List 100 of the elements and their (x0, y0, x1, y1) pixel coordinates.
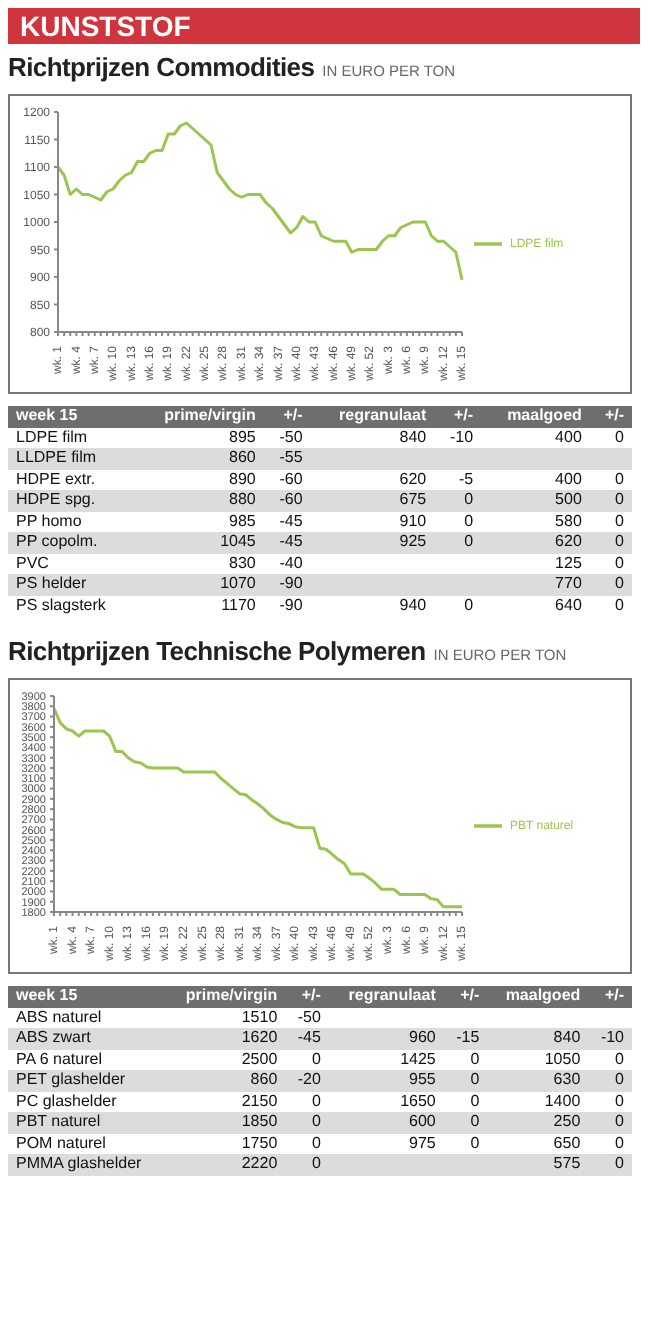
chart-title: Richtprijzen Commodities (8, 52, 315, 82)
text: week 15 (14, 406, 80, 427)
data-label: 0 (468, 1049, 482, 1070)
category-label: HDPE spg. (14, 490, 98, 511)
data-label: 0 (613, 427, 626, 448)
data-label: 2500 (239, 1049, 280, 1070)
data-label: 975 (407, 1133, 438, 1154)
data-label: 0 (613, 1091, 626, 1112)
data-label: 0 (309, 1091, 323, 1112)
data-label: 125 (553, 553, 584, 574)
data-label: 880 (227, 490, 258, 511)
category-label: PVC (14, 553, 51, 574)
text: +/- (602, 406, 626, 427)
text: +/- (602, 986, 626, 1007)
data-label: 0 (613, 511, 626, 532)
text: +/- (299, 986, 323, 1007)
category-label: PC glashelder (14, 1091, 119, 1112)
data-label: 2220 (239, 1154, 280, 1175)
data-label: 1170 (219, 595, 258, 616)
data-label: 0 (309, 1049, 323, 1070)
category-label: HDPE extr. (14, 469, 98, 490)
data-label: 0 (468, 1112, 482, 1133)
data-label: 650 (551, 1133, 583, 1154)
data-label: 770 (553, 574, 584, 595)
data-label: 0 (613, 532, 626, 553)
data-label: 860 (227, 448, 258, 469)
text: regranulaat (337, 406, 429, 427)
category-label: LLDPE film (14, 448, 99, 469)
data-label: 1510 (239, 1007, 280, 1028)
line-series (56, 121, 464, 282)
data-label: 0 (462, 595, 476, 616)
data-label: 1045 (218, 532, 258, 553)
data-label: 640 (553, 595, 584, 616)
data-label: -10 (598, 1028, 626, 1049)
data-label: -50 (277, 427, 305, 448)
data-label: 0 (309, 1154, 323, 1175)
data-label: -50 (295, 1007, 323, 1028)
data-label: 0 (613, 1070, 626, 1091)
data-label: 600 (407, 1112, 438, 1133)
data-label: 0 (462, 490, 476, 511)
category-label: PBT naturel (14, 1112, 103, 1133)
data-label: 1620 (239, 1028, 280, 1049)
data-label: 0 (462, 511, 476, 532)
data-label: 840 (397, 427, 429, 448)
text: +/- (458, 986, 482, 1007)
category-label: PA 6 naturel (14, 1049, 104, 1070)
data-label: -20 (295, 1070, 323, 1091)
data-label: 860 (248, 1070, 280, 1091)
data-label: 985 (227, 511, 258, 532)
category-label: POM naturel (14, 1133, 108, 1154)
data-label: -40 (277, 553, 305, 574)
category-label: PMMA glashelder (14, 1154, 144, 1175)
data-label: 0 (468, 1091, 482, 1112)
data-label: 1400 (542, 1091, 583, 1112)
category-label: PS helder (14, 574, 89, 595)
category-label: PS slagsterk (14, 595, 108, 616)
category-label: PP homo (14, 511, 84, 532)
data-label: 840 (551, 1028, 583, 1049)
text: maalgoed (503, 986, 583, 1007)
data-label: 0 (468, 1133, 482, 1154)
data-label: 0 (468, 1070, 482, 1091)
data-label: 0 (613, 574, 626, 595)
data-label: 0 (613, 1112, 626, 1133)
category-label: PP copolm. (14, 532, 100, 553)
category-label: PET glashelder (14, 1070, 128, 1091)
category-label: ABS naturel (14, 1007, 104, 1028)
text: week 15 (14, 986, 80, 1007)
text: KUNSTSTOF (8, 8, 640, 44)
data-label: 890 (227, 469, 258, 490)
data-label: -45 (277, 532, 305, 553)
data-label: 1425 (398, 1049, 438, 1070)
text: +/- (281, 406, 305, 427)
data-label: 0 (613, 1154, 626, 1175)
data-label: 960 (407, 1028, 438, 1049)
data-label: 0 (613, 1133, 626, 1154)
data-label: 940 (397, 595, 429, 616)
data-label: 0 (309, 1112, 323, 1133)
data-label: -60 (277, 490, 305, 511)
data-label: -5 (456, 469, 476, 490)
category-label: LDPE film (14, 427, 90, 448)
data-label: 1070 (218, 574, 258, 595)
data-label: 0 (613, 1049, 626, 1070)
data-label: 955 (407, 1070, 438, 1091)
data-label: -45 (295, 1028, 323, 1049)
category-label: ABS zwart (14, 1028, 93, 1049)
data-label: 0 (613, 469, 626, 490)
data-label: 2150 (239, 1091, 280, 1112)
data-label: 0 (613, 595, 626, 616)
data-label: 400 (553, 427, 584, 448)
data-label: -60 (277, 469, 305, 490)
data-label: 0 (462, 532, 476, 553)
data-label: -90 (277, 595, 305, 616)
data-label: 0 (613, 490, 626, 511)
data-label: 580 (553, 511, 584, 532)
data-label: 630 (551, 1070, 583, 1091)
data-label: 575 (551, 1154, 583, 1175)
data-label: 400 (553, 469, 584, 490)
data-label: 620 (553, 532, 584, 553)
data-label: 0 (613, 553, 626, 574)
text: maalgoed (505, 406, 584, 427)
